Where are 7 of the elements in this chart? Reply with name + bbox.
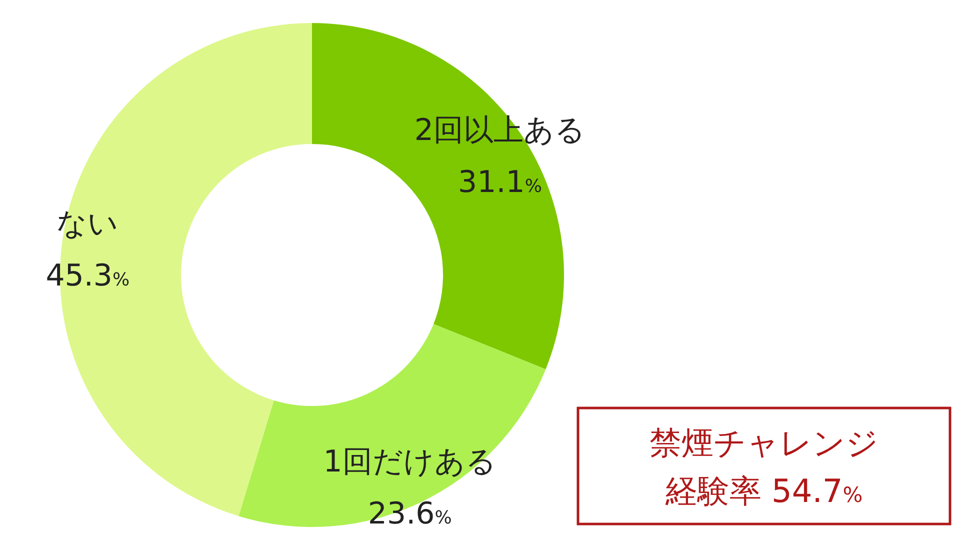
slice-label: 2回以上ある xyxy=(414,113,586,148)
data-label: 31.1% xyxy=(458,165,542,200)
text: 経験率 54.7% xyxy=(664,472,863,510)
text: 禁煙チャレンジ xyxy=(650,424,878,462)
slice-label: ない xyxy=(56,206,119,242)
data-label: 45.3% xyxy=(46,258,130,294)
data-label: 23.6% xyxy=(368,496,452,532)
